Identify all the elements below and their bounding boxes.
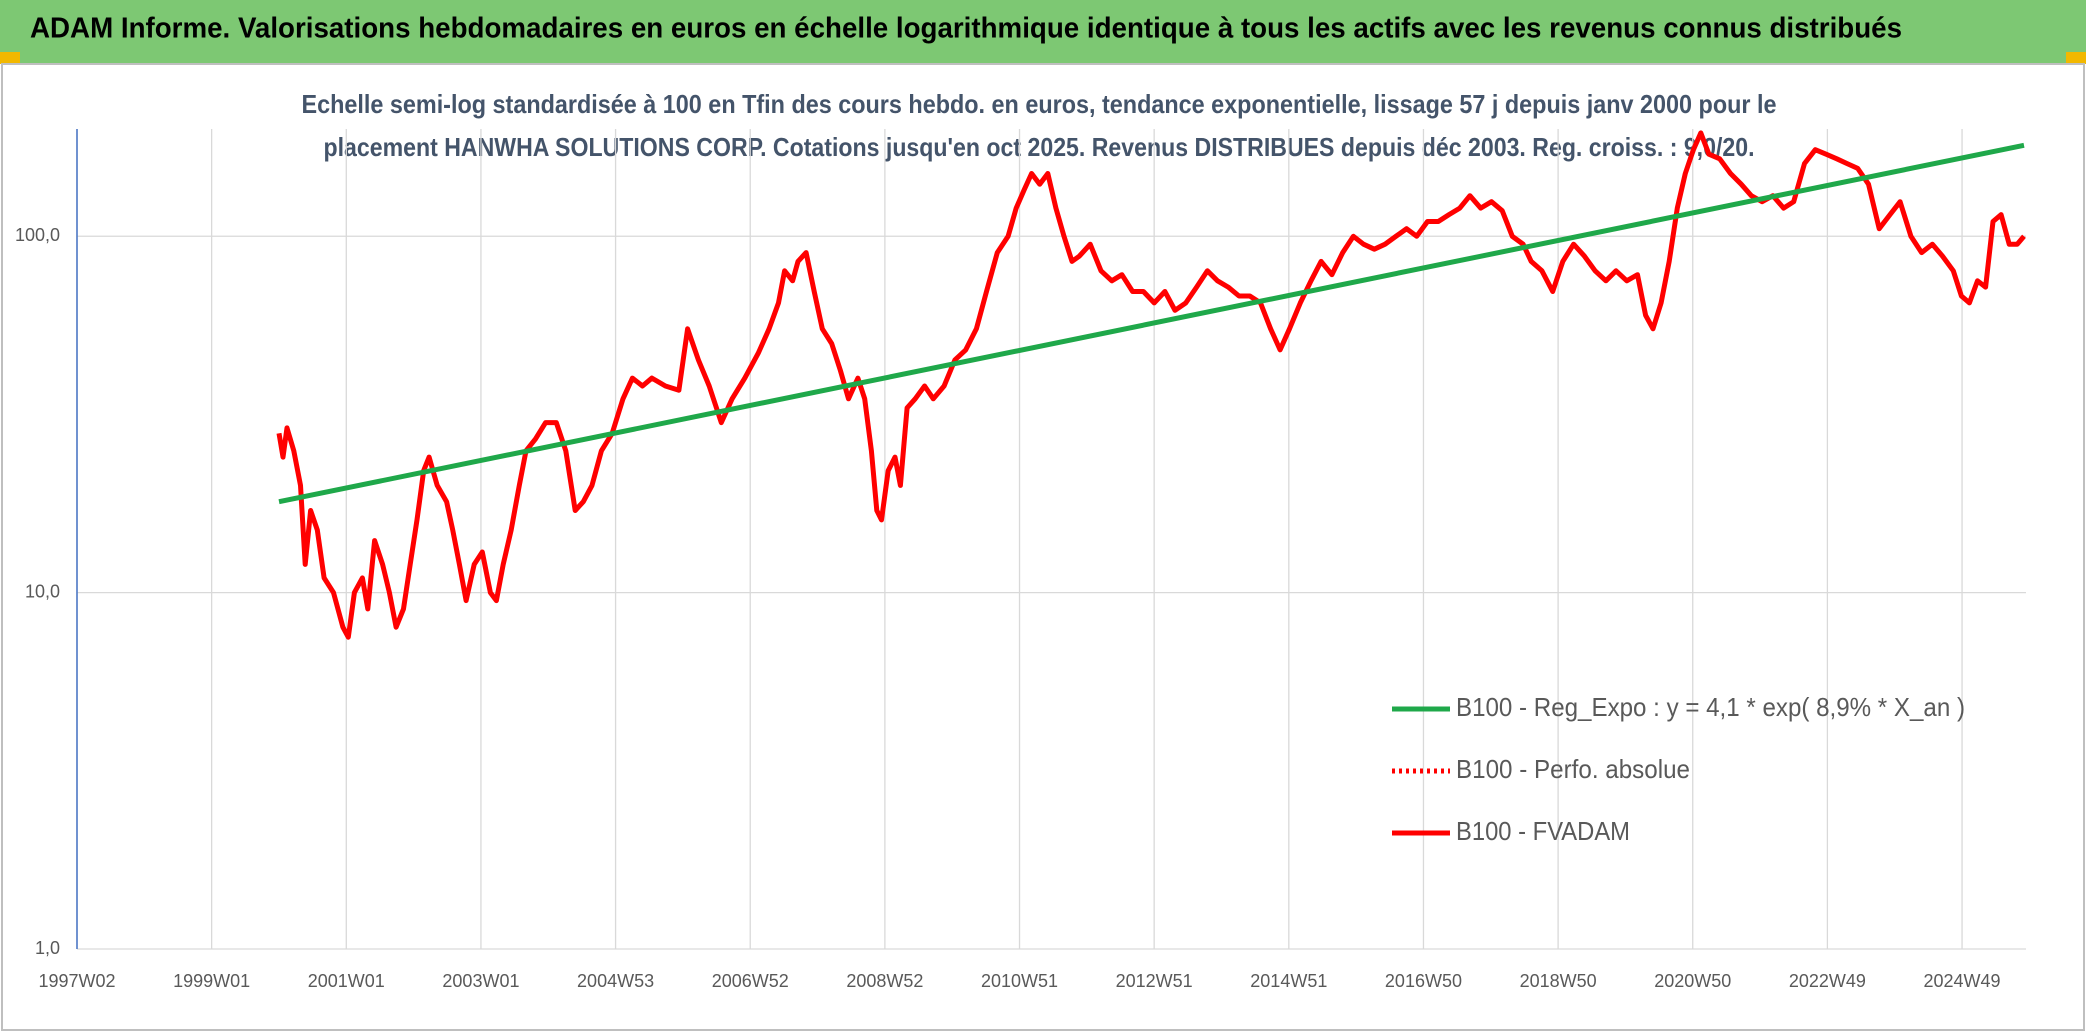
subtitle: Echelle semi-log standardisée à 100 en T… xyxy=(302,89,1777,119)
x-tick-label: 2024W49 xyxy=(1924,971,2001,991)
legend-label: B100 - FVADAM xyxy=(1456,816,1630,846)
x-tick-label: 2014W51 xyxy=(1250,971,1327,991)
x-tick-label: 2018W50 xyxy=(1520,971,1597,991)
x-tick-label: 2020W50 xyxy=(1654,971,1731,991)
x-tick-label: 2008W52 xyxy=(846,971,923,991)
x-tick-label: 2001W01 xyxy=(308,971,385,991)
chart-title: ADAM Informe. Valorisations hebdomadaire… xyxy=(30,13,1902,45)
y-tick-label: 1,0 xyxy=(35,938,60,958)
x-tick-label: 2006W52 xyxy=(712,971,789,991)
y-tick-label: 100,0 xyxy=(15,225,60,245)
legend-label: B100 - Reg_Expo : y = 4,1 * exp( 8,9% * … xyxy=(1456,692,1965,722)
x-tick-label: 2016W50 xyxy=(1385,971,1462,991)
corner xyxy=(2066,52,2086,64)
x-tick-label: 2010W51 xyxy=(981,971,1058,991)
corner xyxy=(0,52,20,64)
subtitle: placement HANWHA SOLUTIONS CORP. Cotatio… xyxy=(324,132,1755,162)
x-tick-label: 2003W01 xyxy=(442,971,519,991)
x-tick-label: 1997W02 xyxy=(38,971,115,991)
x-tick-label: 2012W51 xyxy=(1116,971,1193,991)
x-tick-label: 2022W49 xyxy=(1789,971,1866,991)
series-line xyxy=(278,142,2025,505)
x-tick-label: 1999W01 xyxy=(173,971,250,991)
series-line xyxy=(276,130,2026,640)
chart-frame xyxy=(1,63,2085,1031)
x-tick-label: 2004W53 xyxy=(577,971,654,991)
y-tick-label: 10,0 xyxy=(25,581,60,601)
title-bar xyxy=(0,0,2086,63)
legend-label: B100 - Perfo. absolue xyxy=(1456,754,1690,784)
